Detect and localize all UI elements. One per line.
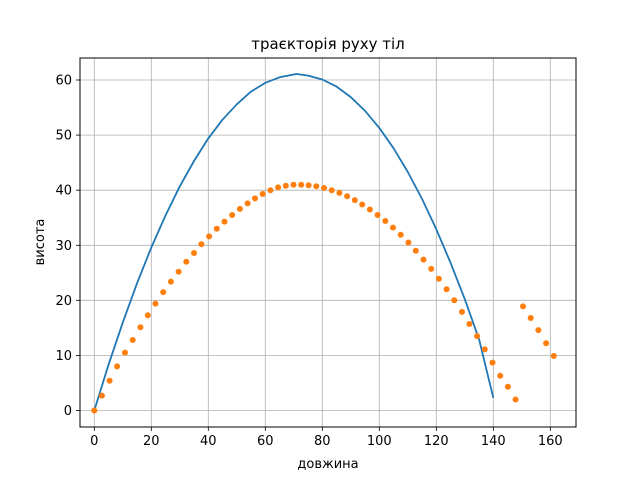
y-tick-label: 0 bbox=[64, 404, 72, 419]
data-point bbox=[497, 372, 504, 379]
data-point bbox=[443, 286, 450, 293]
data-point bbox=[267, 187, 274, 194]
data-point bbox=[351, 197, 358, 204]
data-point bbox=[412, 247, 419, 254]
data-point bbox=[236, 205, 243, 212]
data-point bbox=[122, 349, 128, 356]
data-point bbox=[420, 256, 427, 263]
y-tick-label: 10 bbox=[55, 349, 72, 364]
y-axis: 0 10 20 30 40 50 60 bbox=[55, 74, 80, 419]
data-point bbox=[489, 359, 496, 366]
x-axis-label: довжина bbox=[297, 457, 358, 472]
x-tick-label: 0 bbox=[90, 434, 98, 449]
data-point bbox=[91, 407, 98, 414]
data-point bbox=[504, 383, 511, 390]
data-point bbox=[298, 181, 305, 188]
data-point bbox=[366, 206, 373, 213]
data-point bbox=[144, 312, 151, 319]
chart-title: траєкторія руху тіл bbox=[251, 35, 405, 53]
data-point bbox=[328, 187, 335, 194]
data-point bbox=[428, 265, 435, 272]
data-point bbox=[543, 340, 550, 347]
data-point bbox=[336, 189, 343, 196]
x-tick-label: 140 bbox=[481, 434, 506, 449]
data-point bbox=[313, 183, 320, 190]
data-point bbox=[390, 224, 396, 231]
series-layer bbox=[91, 73, 557, 414]
y-tick-label: 50 bbox=[55, 129, 72, 144]
x-tick-label: 80 bbox=[314, 434, 331, 449]
data-point bbox=[474, 333, 481, 340]
x-tick-label: 160 bbox=[538, 434, 563, 449]
grid bbox=[80, 58, 576, 427]
data-point bbox=[137, 324, 144, 331]
data-point bbox=[305, 182, 312, 189]
data-point bbox=[129, 337, 136, 343]
data-point bbox=[459, 308, 465, 315]
data-point bbox=[550, 353, 557, 359]
y-tick-label: 20 bbox=[55, 294, 72, 309]
x-axis: 0 20 40 60 80 100 120 140 160 bbox=[90, 427, 563, 449]
data-point bbox=[229, 212, 236, 218]
data-point bbox=[213, 225, 220, 232]
data-point bbox=[481, 346, 488, 353]
data-point bbox=[275, 184, 282, 191]
data-point bbox=[114, 363, 121, 370]
data-point bbox=[359, 201, 366, 208]
x-tick-label: 120 bbox=[424, 434, 449, 449]
data-point bbox=[282, 182, 289, 189]
data-point bbox=[106, 377, 113, 384]
data-point bbox=[221, 218, 228, 225]
y-tick-label: 30 bbox=[55, 239, 72, 254]
y-axis-label: висота bbox=[33, 219, 48, 266]
x-tick-label: 20 bbox=[143, 434, 160, 449]
data-point bbox=[191, 250, 197, 256]
data-point bbox=[374, 212, 381, 218]
series-points-2 bbox=[91, 181, 557, 414]
data-point bbox=[167, 278, 174, 285]
data-point bbox=[397, 231, 404, 238]
data-point bbox=[259, 191, 266, 197]
data-point bbox=[382, 218, 389, 224]
data-point bbox=[183, 258, 190, 265]
x-tick-label: 40 bbox=[200, 434, 217, 449]
data-point bbox=[405, 239, 412, 246]
data-point bbox=[321, 185, 327, 191]
data-point bbox=[206, 233, 213, 240]
data-point bbox=[512, 396, 519, 403]
data-point bbox=[244, 200, 251, 207]
data-point bbox=[160, 289, 167, 296]
data-point bbox=[252, 195, 258, 202]
data-point bbox=[152, 300, 159, 307]
data-point bbox=[520, 303, 526, 310]
data-point bbox=[290, 181, 297, 188]
x-tick-label: 100 bbox=[367, 434, 392, 449]
series-line-1 bbox=[93, 73, 495, 411]
data-point bbox=[451, 297, 458, 304]
data-point bbox=[435, 275, 442, 282]
data-point bbox=[535, 327, 542, 334]
data-point bbox=[98, 392, 105, 399]
data-point bbox=[344, 193, 351, 200]
data-point bbox=[527, 315, 534, 321]
y-tick-label: 40 bbox=[55, 184, 72, 199]
y-tick-label: 60 bbox=[55, 74, 72, 89]
data-point bbox=[175, 268, 182, 275]
data-point bbox=[198, 241, 205, 248]
x-tick-label: 60 bbox=[257, 434, 274, 449]
data-point bbox=[466, 321, 473, 327]
plot-frame bbox=[79, 57, 577, 428]
